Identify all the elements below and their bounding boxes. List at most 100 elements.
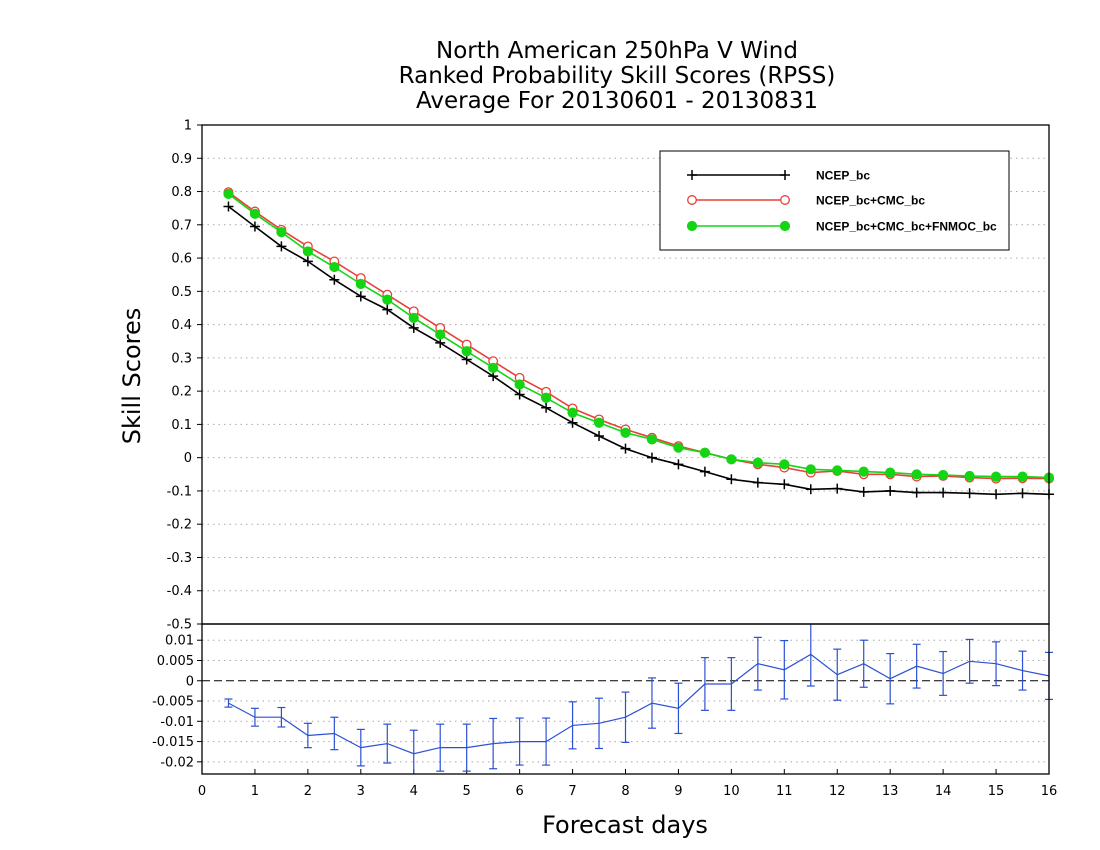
upper-y-tick-label: -0.5 <box>167 618 192 633</box>
upper-y-tick-label: 0 <box>184 451 192 466</box>
series-3-point <box>752 457 763 468</box>
series-3-point <box>885 467 896 478</box>
x-tick-labels: 0 1 2 3 4 5 6 7 8 9 10 11 12 13 14 15 16 <box>198 769 1057 799</box>
series-1-point <box>646 452 657 463</box>
series-3-point <box>990 471 1002 482</box>
upper-series-lines <box>223 187 1055 500</box>
series-3-point <box>620 427 631 438</box>
series-3-point <box>1017 471 1028 482</box>
series-1-point <box>858 486 869 497</box>
series-3-point <box>726 454 737 465</box>
y-axis-label: Skill Scores <box>118 308 146 445</box>
legend-label-2: NCEP_bc+CMC_bc <box>816 194 925 208</box>
series-3-point <box>382 294 393 305</box>
series-1-point <box>911 487 922 498</box>
series-3-point <box>514 379 525 390</box>
x-tick-label: 8 <box>621 784 629 799</box>
series-1-point <box>1017 488 1028 499</box>
x-tick-label: 14 <box>935 784 952 799</box>
lower-y-tick-label: 0.01 <box>165 634 194 649</box>
legend-marker-3 <box>779 220 791 232</box>
series-1-point <box>673 459 684 470</box>
upper-y-tick-label: 0.9 <box>171 152 192 167</box>
x-tick-label: 15 <box>988 784 1005 799</box>
legend-marker-3 <box>686 220 698 232</box>
series-3-point <box>488 362 499 373</box>
title-line-2: Ranked Probability Skill Scores (RPSS) <box>399 63 836 89</box>
lower-difference-series <box>224 624 1053 774</box>
upper-y-tick-label: 0.8 <box>171 185 192 200</box>
series-3-point <box>673 442 684 453</box>
x-tick-label: 11 <box>776 784 793 799</box>
legend-marker-1 <box>687 170 697 180</box>
series-3-point <box>805 464 816 475</box>
legend-marker-1 <box>780 170 790 180</box>
series-1-point <box>541 402 552 413</box>
difference-line <box>228 653 1050 755</box>
series-1-point <box>329 274 340 285</box>
legend-marker-2 <box>687 195 697 205</box>
x-tick-label: 6 <box>515 784 523 799</box>
series-1-point <box>567 417 578 428</box>
series-3-point <box>355 278 366 290</box>
legend-label-1: NCEP_bc <box>816 169 870 183</box>
x-tick-label: 0 <box>198 784 206 799</box>
series-3-point <box>329 261 340 273</box>
lower-y-tick-label: 0.005 <box>157 654 194 669</box>
series-3-point <box>408 312 419 324</box>
x-tick-label: 1 <box>251 784 259 799</box>
series-3-point <box>276 227 287 238</box>
upper-y-tick-label: -0.4 <box>167 584 192 599</box>
lower-y-tick-label: -0.02 <box>160 755 194 770</box>
x-tick-label: 12 <box>829 784 846 799</box>
series-3-point <box>223 188 234 199</box>
x-tick-label: 16 <box>1041 784 1058 799</box>
series-3-point <box>858 466 869 477</box>
x-tick-label: 10 <box>723 784 740 799</box>
series-3-point <box>435 329 446 340</box>
x-tick-label: 7 <box>568 784 576 799</box>
series-1-point <box>276 241 287 252</box>
series-1-point <box>885 485 896 496</box>
legend: NCEP_bc NCEP_bc+CMC_bc NCEP_bc+CMC_bc+FNMO… <box>659 150 1010 251</box>
series-3-point <box>779 459 790 470</box>
lower-y-tick-label: -0.01 <box>160 715 194 730</box>
lower-plot-frame <box>201 623 1050 775</box>
lower-y-tick-label: -0.005 <box>152 695 194 710</box>
series-1-point <box>223 201 234 212</box>
series-3-point <box>699 447 711 458</box>
series-3-point <box>593 417 605 428</box>
series-1-point <box>408 322 419 333</box>
series-3-point <box>302 246 313 257</box>
upper-y-tick-label: 0.2 <box>171 385 192 400</box>
series-1-point <box>752 477 763 488</box>
series-1-point <box>355 291 366 302</box>
series-1-point <box>832 483 843 494</box>
series-1-point <box>726 474 737 485</box>
x-tick-label: 3 <box>357 784 365 799</box>
upper-y-tick-label: 0.6 <box>171 252 192 267</box>
lower-y-tick-labels: 0.01 0.005 0 -0.005 -0.01 -0.015 -0.02 <box>152 634 202 770</box>
series-1-point <box>382 304 393 315</box>
series-3-point <box>964 470 975 482</box>
series-1-point <box>779 479 790 490</box>
series-1-point <box>594 431 605 442</box>
series-3-point <box>249 208 261 219</box>
series-1-point <box>514 389 525 400</box>
upper-y-tick-label: 0.7 <box>171 218 192 233</box>
lower-y-tick-label: 0 <box>186 674 194 689</box>
upper-y-tick-label: 0.3 <box>171 351 192 366</box>
upper-y-tick-label: -0.2 <box>167 518 192 533</box>
upper-y-tick-label: -0.3 <box>167 551 192 566</box>
series-1-point <box>805 484 816 495</box>
series-3-point <box>832 465 843 476</box>
series-1-point <box>699 466 710 477</box>
series-1-point <box>302 256 313 267</box>
series-3-point <box>567 407 578 418</box>
legend-marker-2 <box>780 195 790 205</box>
upper-y-tick-label: 1 <box>184 119 192 134</box>
upper-gridlines <box>202 157 1049 592</box>
series-3-point <box>938 469 949 481</box>
series-3-point <box>461 346 472 357</box>
